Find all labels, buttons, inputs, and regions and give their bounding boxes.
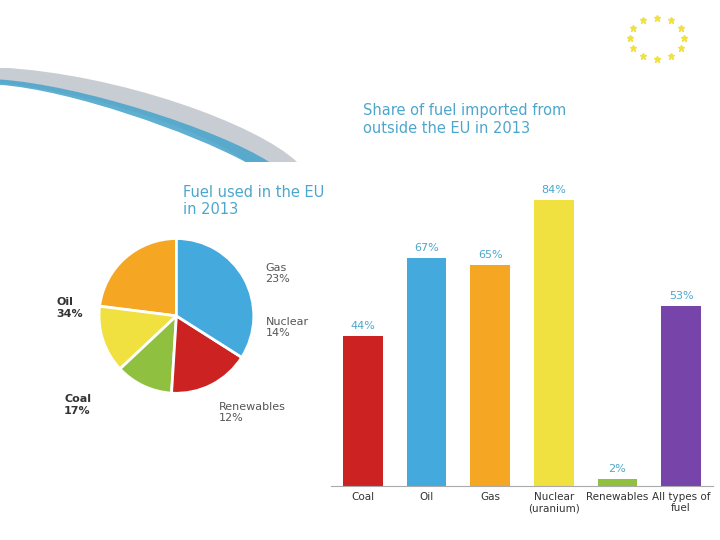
Bar: [343, 336, 383, 486]
Text: Share of fuel imported from
outside the EU in 2013: Share of fuel imported from outside the …: [363, 103, 566, 136]
Bar: [598, 479, 637, 486]
Text: Coal
17%: Coal 17%: [64, 394, 91, 416]
Text: Gas
23%: Gas 23%: [266, 262, 290, 284]
Wedge shape: [99, 239, 176, 316]
Text: 67%: 67%: [414, 243, 439, 253]
Bar: [661, 306, 701, 486]
Wedge shape: [99, 306, 176, 369]
Wedge shape: [176, 239, 253, 357]
Text: 44%: 44%: [351, 321, 375, 331]
Bar: [407, 258, 446, 486]
Text: Energy sources in a changing world: Energy sources in a changing world: [18, 25, 390, 45]
Bar: [534, 200, 574, 486]
Bar: [470, 265, 510, 486]
PathPatch shape: [0, 68, 297, 162]
Text: Oil
34%: Oil 34%: [56, 298, 83, 319]
Text: 53%: 53%: [669, 291, 693, 301]
Text: 84%: 84%: [541, 185, 566, 195]
Text: 65%: 65%: [478, 250, 503, 260]
Text: 2%: 2%: [608, 464, 626, 474]
PathPatch shape: [0, 79, 269, 162]
Text: Nuclear
14%: Nuclear 14%: [266, 316, 309, 338]
Wedge shape: [120, 316, 176, 393]
Wedge shape: [171, 316, 242, 393]
Text: Fuel used in the EU
in 2013: Fuel used in the EU in 2013: [183, 185, 324, 217]
Text: Renewables
12%: Renewables 12%: [219, 402, 286, 423]
